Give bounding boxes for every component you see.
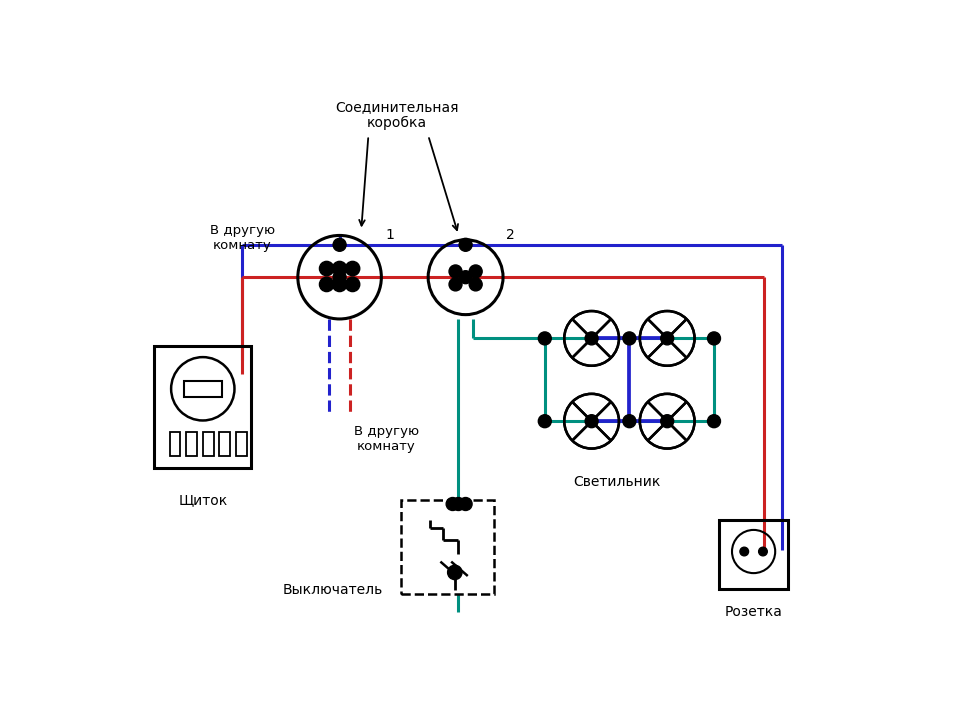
Circle shape (740, 547, 749, 556)
Text: Выключатель: Выключатель (282, 583, 382, 598)
Circle shape (447, 565, 462, 580)
Circle shape (539, 332, 551, 345)
Circle shape (452, 498, 465, 510)
Circle shape (333, 271, 347, 284)
Circle shape (449, 265, 462, 278)
Bar (186, 432, 197, 456)
Circle shape (446, 498, 459, 510)
Bar (155, 346, 252, 468)
Circle shape (320, 261, 334, 276)
Circle shape (623, 415, 636, 428)
Circle shape (459, 238, 472, 251)
Circle shape (623, 332, 636, 345)
Text: Светильник: Светильник (573, 475, 660, 489)
Circle shape (758, 547, 767, 556)
Circle shape (320, 277, 334, 292)
Circle shape (346, 261, 360, 276)
Circle shape (459, 498, 472, 510)
Circle shape (449, 278, 462, 291)
Circle shape (708, 332, 720, 345)
Text: В другую
комнату: В другую комнату (354, 426, 419, 453)
Bar (236, 432, 247, 456)
Bar (719, 520, 788, 589)
Text: 1: 1 (386, 228, 395, 243)
Text: Соединительная
коробка: Соединительная коробка (335, 100, 459, 130)
Circle shape (469, 265, 482, 278)
Circle shape (346, 277, 360, 292)
Bar (170, 432, 180, 456)
Text: 2: 2 (506, 228, 515, 243)
Text: Розетка: Розетка (725, 605, 782, 618)
Bar (203, 432, 214, 456)
Text: Щиток: Щиток (179, 493, 228, 507)
Circle shape (332, 261, 347, 276)
Text: В другую
комнату: В другую комнату (210, 224, 275, 251)
Circle shape (539, 415, 551, 428)
Circle shape (708, 415, 720, 428)
Circle shape (585, 332, 598, 345)
Circle shape (459, 271, 472, 284)
Circle shape (332, 277, 347, 292)
Bar (220, 432, 230, 456)
Circle shape (660, 332, 674, 345)
Bar (184, 381, 222, 397)
Circle shape (469, 278, 482, 291)
Circle shape (585, 415, 598, 428)
Circle shape (333, 238, 347, 251)
Circle shape (660, 415, 674, 428)
Bar (401, 500, 494, 594)
